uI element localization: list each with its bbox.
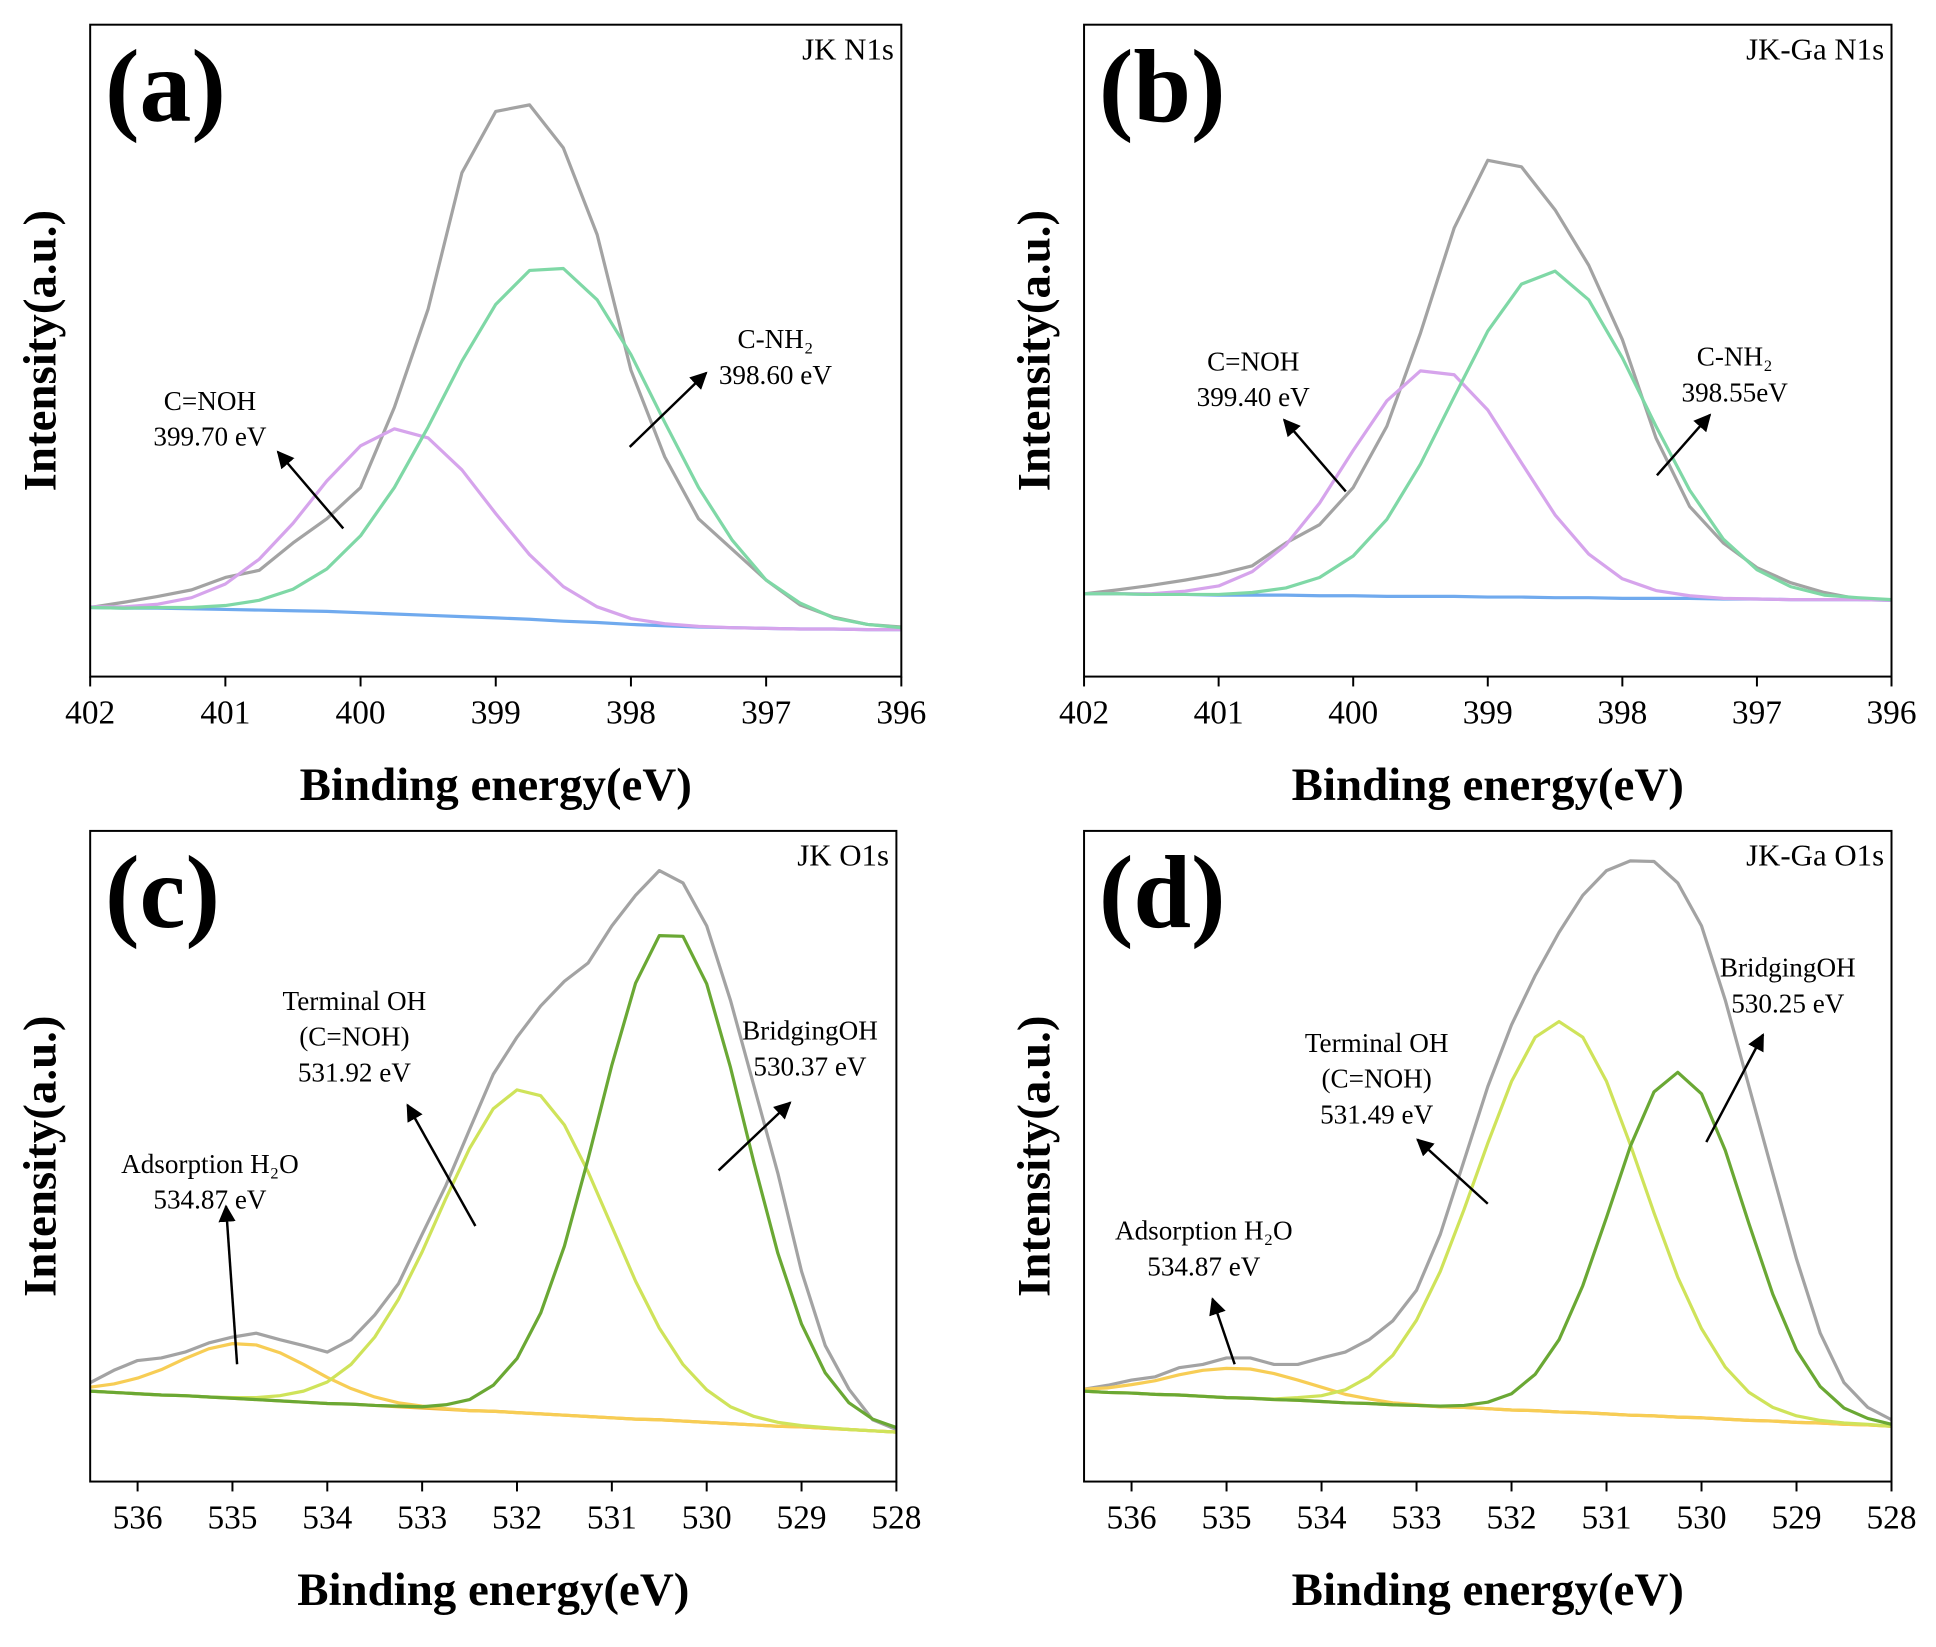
- annotation: 534.87 eV: [1147, 1251, 1261, 1281]
- annotation: 530.25 eV: [1731, 988, 1845, 1018]
- spectrum-line: [90, 1088, 897, 1434]
- x-tick-label: 397: [1732, 694, 1782, 731]
- plot-frame: [1083, 829, 1893, 1483]
- annotation: C-NH₂: [1697, 341, 1773, 371]
- x-axis-label: Binding energy(eV): [300, 759, 692, 811]
- spectrum-line: [90, 266, 902, 630]
- x-tick-label: 398: [1597, 694, 1647, 731]
- x-tick-label: 402: [1059, 694, 1109, 731]
- x-tick-label: 528: [871, 1499, 921, 1536]
- annotation-arrow: [628, 371, 708, 448]
- annotation: Terminal OH: [1305, 1028, 1449, 1058]
- x-tick-label: 531: [1582, 1499, 1632, 1536]
- x-tick-label: 532: [1487, 1499, 1537, 1536]
- annotation-arrow: [1705, 1033, 1765, 1143]
- annotation-arrow: [1282, 418, 1347, 493]
- y-axis-label: Intensity(a.u.): [15, 1015, 67, 1296]
- x-tick-label: 401: [1194, 694, 1244, 731]
- panel-label: (a): [105, 30, 226, 144]
- x-tick-label: 397: [741, 694, 791, 731]
- annotation-arrow: [276, 450, 345, 530]
- spectrum-line: [90, 605, 902, 632]
- annotation: BridgingOH: [1720, 953, 1856, 983]
- panel-title: JK-Ga N1s: [1746, 32, 1884, 66]
- x-tick-label: 530: [1677, 1499, 1727, 1536]
- annotation: 398.60 eV: [719, 360, 833, 390]
- x-tick-label: 528: [1867, 1499, 1917, 1536]
- x-tick-label: 401: [200, 694, 250, 731]
- x-tick-label: 400: [336, 694, 386, 731]
- x-tick-label: 400: [1328, 694, 1378, 731]
- panel-label: (b): [1099, 30, 1226, 144]
- x-tick-label: 534: [1297, 1499, 1347, 1536]
- spectrum-line: [90, 427, 902, 632]
- annotation-arrow: [1209, 1297, 1236, 1365]
- x-tick-label: 399: [1463, 694, 1513, 731]
- x-tick-label: 529: [777, 1499, 827, 1536]
- annotation-arrow: [1655, 413, 1712, 477]
- annotation: Terminal OH: [283, 986, 427, 1016]
- x-tick-label: 529: [1772, 1499, 1822, 1536]
- x-axis-label: Binding energy(eV): [1292, 759, 1684, 811]
- panel-label: (d): [1099, 836, 1226, 950]
- x-tick-label: 396: [876, 694, 926, 731]
- panel-title: JK O1s: [797, 838, 889, 872]
- annotation-arrow: [218, 1204, 239, 1365]
- x-tick-label: 536: [1107, 1499, 1157, 1536]
- annotation: C=NOH: [1207, 346, 1299, 376]
- annotation-arrow: [1416, 1138, 1489, 1205]
- plot-frame: [89, 829, 898, 1483]
- y-axis-label: Intensity(a.u.): [1008, 1015, 1060, 1296]
- x-tick-label: 396: [1867, 694, 1917, 731]
- annotation: C-NH₂: [737, 324, 813, 354]
- spectrum-line: [1083, 1366, 1892, 1428]
- spectrum-line: [1083, 1070, 1892, 1426]
- spectrum-line: [1083, 859, 1893, 1422]
- annotation: (C=NOH): [1321, 1064, 1431, 1094]
- x-tick-label: 402: [65, 694, 115, 731]
- x-axis-label: Binding energy(eV): [297, 1564, 689, 1616]
- annotation: 399.70 eV: [153, 422, 267, 452]
- annotation: 534.87 eV: [153, 1185, 267, 1215]
- panel-label: (c): [105, 836, 220, 950]
- x-tick-label: 532: [492, 1499, 542, 1536]
- x-tick-label: 398: [606, 694, 656, 731]
- panel-title: JK N1s: [802, 32, 894, 66]
- annotation-arrow: [406, 1103, 477, 1227]
- panel-title: JK-Ga O1s: [1746, 838, 1884, 872]
- spectrum-line: [1084, 269, 1892, 602]
- annotation: (C=NOH): [299, 1022, 409, 1052]
- x-tick-label: 399: [471, 694, 521, 731]
- x-tick-label: 535: [1202, 1499, 1252, 1536]
- annotation: 399.40 eV: [1197, 382, 1311, 412]
- x-tick-label: 533: [1392, 1499, 1442, 1536]
- spectrum-line: [90, 934, 897, 1430]
- annotation: 398.55eV: [1682, 377, 1789, 407]
- y-axis-label: Intensity(a.u.): [15, 210, 67, 491]
- spectrum-line: [89, 868, 898, 1431]
- spectrum-line: [89, 1342, 897, 1434]
- annotation: 531.49 eV: [1320, 1100, 1434, 1130]
- x-tick-label: 530: [682, 1499, 732, 1536]
- annotation: Adsorption H₂O: [121, 1149, 299, 1179]
- y-axis-label: Intensity(a.u.): [1008, 210, 1060, 491]
- annotation: Adsorption H₂O: [1115, 1216, 1293, 1246]
- annotation-arrow: [717, 1101, 792, 1172]
- annotation: BridgingOH: [742, 1016, 878, 1046]
- annotation: 531.92 eV: [298, 1058, 412, 1088]
- x-tick-label: 536: [113, 1499, 163, 1536]
- spectrum-line: [1084, 369, 1892, 602]
- x-axis-label: Binding energy(eV): [1292, 1564, 1684, 1616]
- x-tick-label: 534: [302, 1499, 352, 1536]
- annotation: 530.37 eV: [753, 1051, 867, 1081]
- annotation: C=NOH: [164, 386, 256, 416]
- x-tick-label: 535: [207, 1499, 257, 1536]
- x-tick-label: 533: [397, 1499, 447, 1536]
- x-tick-label: 531: [587, 1499, 637, 1536]
